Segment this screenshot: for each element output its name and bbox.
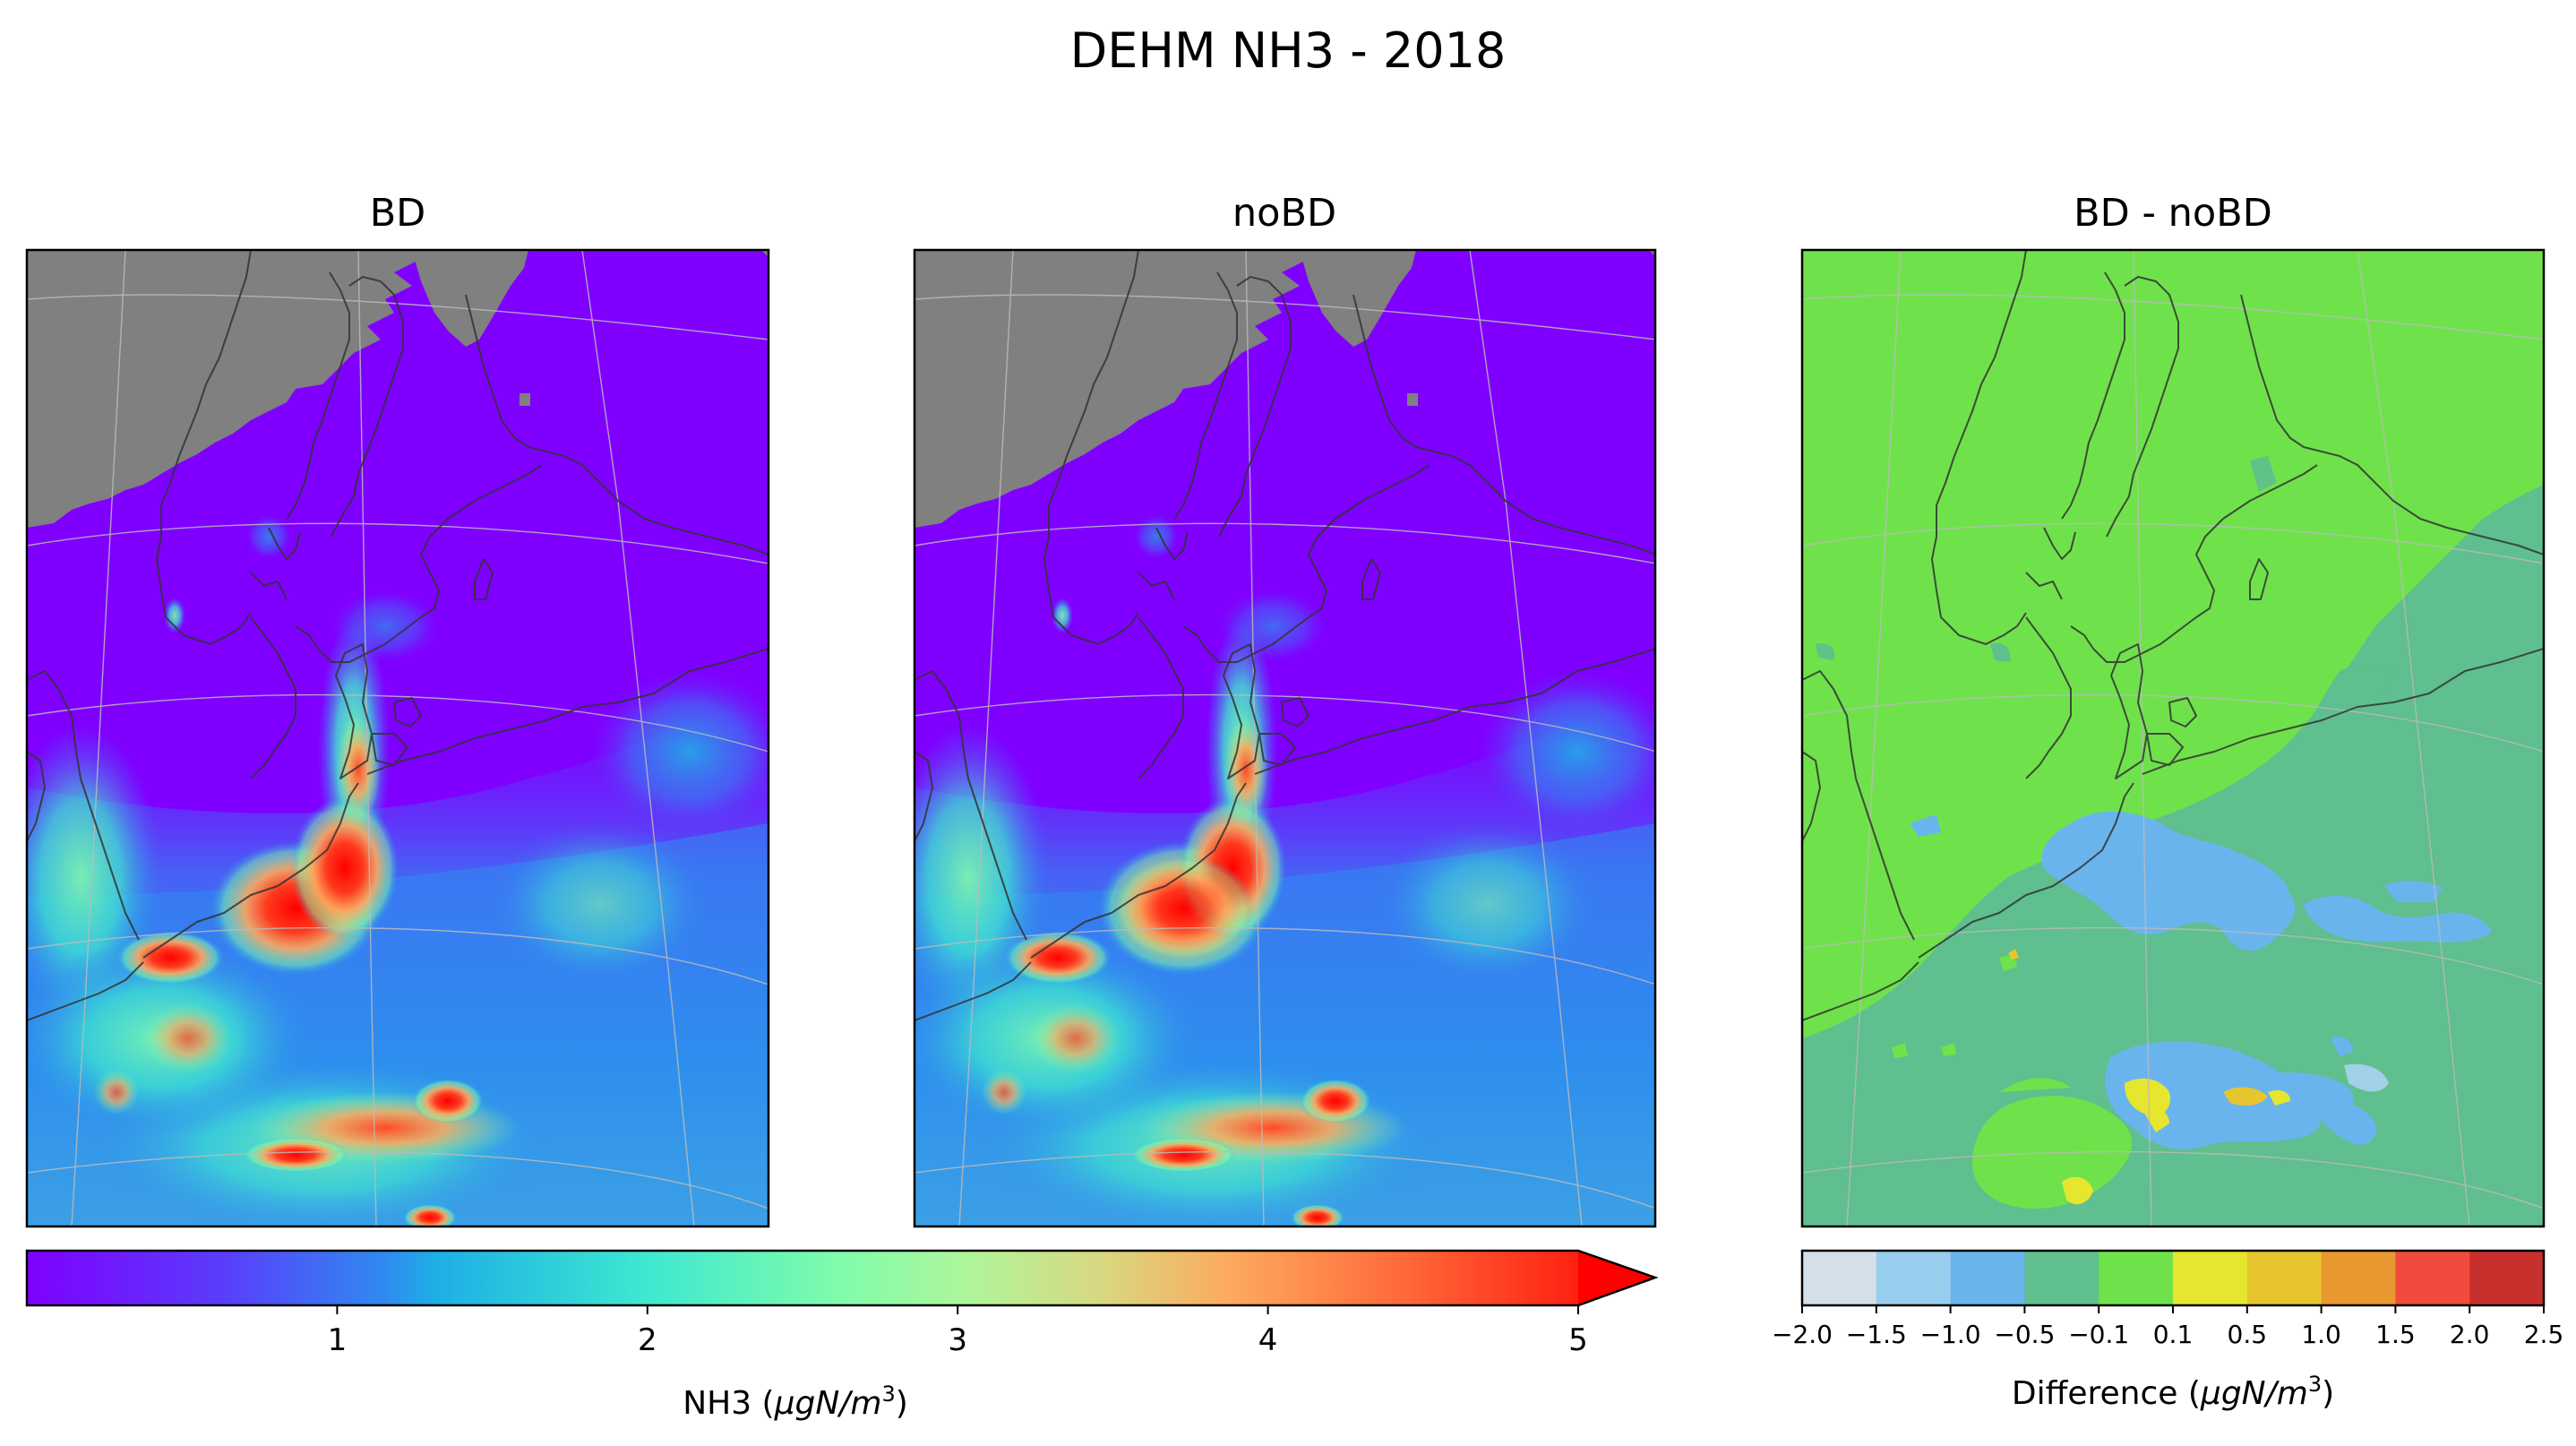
colorbar-diff-tick-label: 2.5	[2524, 1320, 2564, 1349]
colorbar-diff-tick-label: −0.5	[1994, 1320, 2055, 1349]
figure-title: DEHM NH3 - 2018	[1070, 22, 1507, 79]
colorbar-main-tick-label: 3	[948, 1322, 967, 1358]
panel-title-bd: BD	[370, 191, 426, 236]
colorbar-main-gradient	[27, 1251, 1655, 1305]
panel-title-diff: BD - noBD	[2074, 191, 2272, 236]
diff-frame	[1800, 248, 2546, 1228]
colorbar-main-tick-label: 4	[1258, 1322, 1278, 1358]
colorbar-diff-cell	[1876, 1251, 1952, 1305]
colorbar-diff-tick-label: −1.5	[1846, 1320, 1907, 1349]
colorbar-diff: −2.0 −1.5 −1.0 −0.5 −0.1 0.1 0.5 1.0 1.5 2.0 2.5 D…	[1772, 1249, 2563, 1412]
colorbar-diff-cell	[2246, 1251, 2323, 1305]
colorbar-main-ticks: 1 2 3 4 5	[328, 1305, 1588, 1358]
panel-nobd: noBD	[913, 191, 1657, 1228]
colorbar-main-extend-arrow	[1578, 1251, 1655, 1305]
colorbar-diff-label: Difference (μgN/m3)	[2012, 1372, 2334, 1412]
colorbar-main: 1 2 3 4 5 NH3 (μgN/m3)	[25, 1249, 1659, 1422]
colorbar-diff-tick-label: 1.5	[2375, 1320, 2416, 1349]
bd-heatmap	[27, 250, 769, 1227]
colorbar-diff-tick-label: 2.0	[2450, 1320, 2490, 1349]
colorbar-diff-cell	[2469, 1251, 2545, 1305]
colorbar-diff-tick-label: −2.0	[1772, 1320, 1833, 1349]
colorbar-main-tick-label: 1	[328, 1322, 348, 1358]
panel-diff: BD - noBD	[1800, 191, 2546, 1228]
panel-bd: BD	[25, 191, 770, 1228]
nobd-hotspot	[1112, 855, 1255, 962]
nobd-frame	[913, 248, 1657, 1228]
colorbar-diff-cell	[2099, 1251, 2174, 1305]
colorbar-diff-ticks: −2.0 −1.5 −1.0 −0.5 −0.1 0.1 0.5 1.0 1.5 2.0 2.5	[1772, 1305, 2563, 1349]
nobd-heatmap	[914, 250, 1655, 1227]
colorbar-diff-cell	[2321, 1251, 2396, 1305]
bd-frame	[25, 248, 770, 1228]
colorbar-diff-tick-label: 0.5	[2228, 1320, 2268, 1349]
colorbar-diff-tick-label: −0.1	[2068, 1320, 2129, 1349]
panel-title-nobd: noBD	[1232, 191, 1336, 236]
colorbar-diff-cells	[1802, 1251, 2545, 1305]
colorbar-main-label: NH3 (μgN/m3)	[683, 1381, 908, 1422]
colorbar-diff-cell	[2395, 1251, 2470, 1305]
colorbar-diff-cell	[1802, 1251, 1877, 1305]
colorbar-main-tick-label: 2	[638, 1322, 657, 1358]
colorbar-diff-tick-label: 0.1	[2153, 1320, 2194, 1349]
colorbar-main-tick-label: 5	[1568, 1322, 1588, 1358]
colorbar-diff-cell	[2024, 1251, 2099, 1305]
colorbar-diff-tick-label: −1.0	[1920, 1320, 1981, 1349]
colorbar-diff-cell	[1950, 1251, 2025, 1305]
colorbar-diff-cell	[2173, 1251, 2248, 1305]
colorbar-diff-tick-label: 1.0	[2301, 1320, 2341, 1349]
